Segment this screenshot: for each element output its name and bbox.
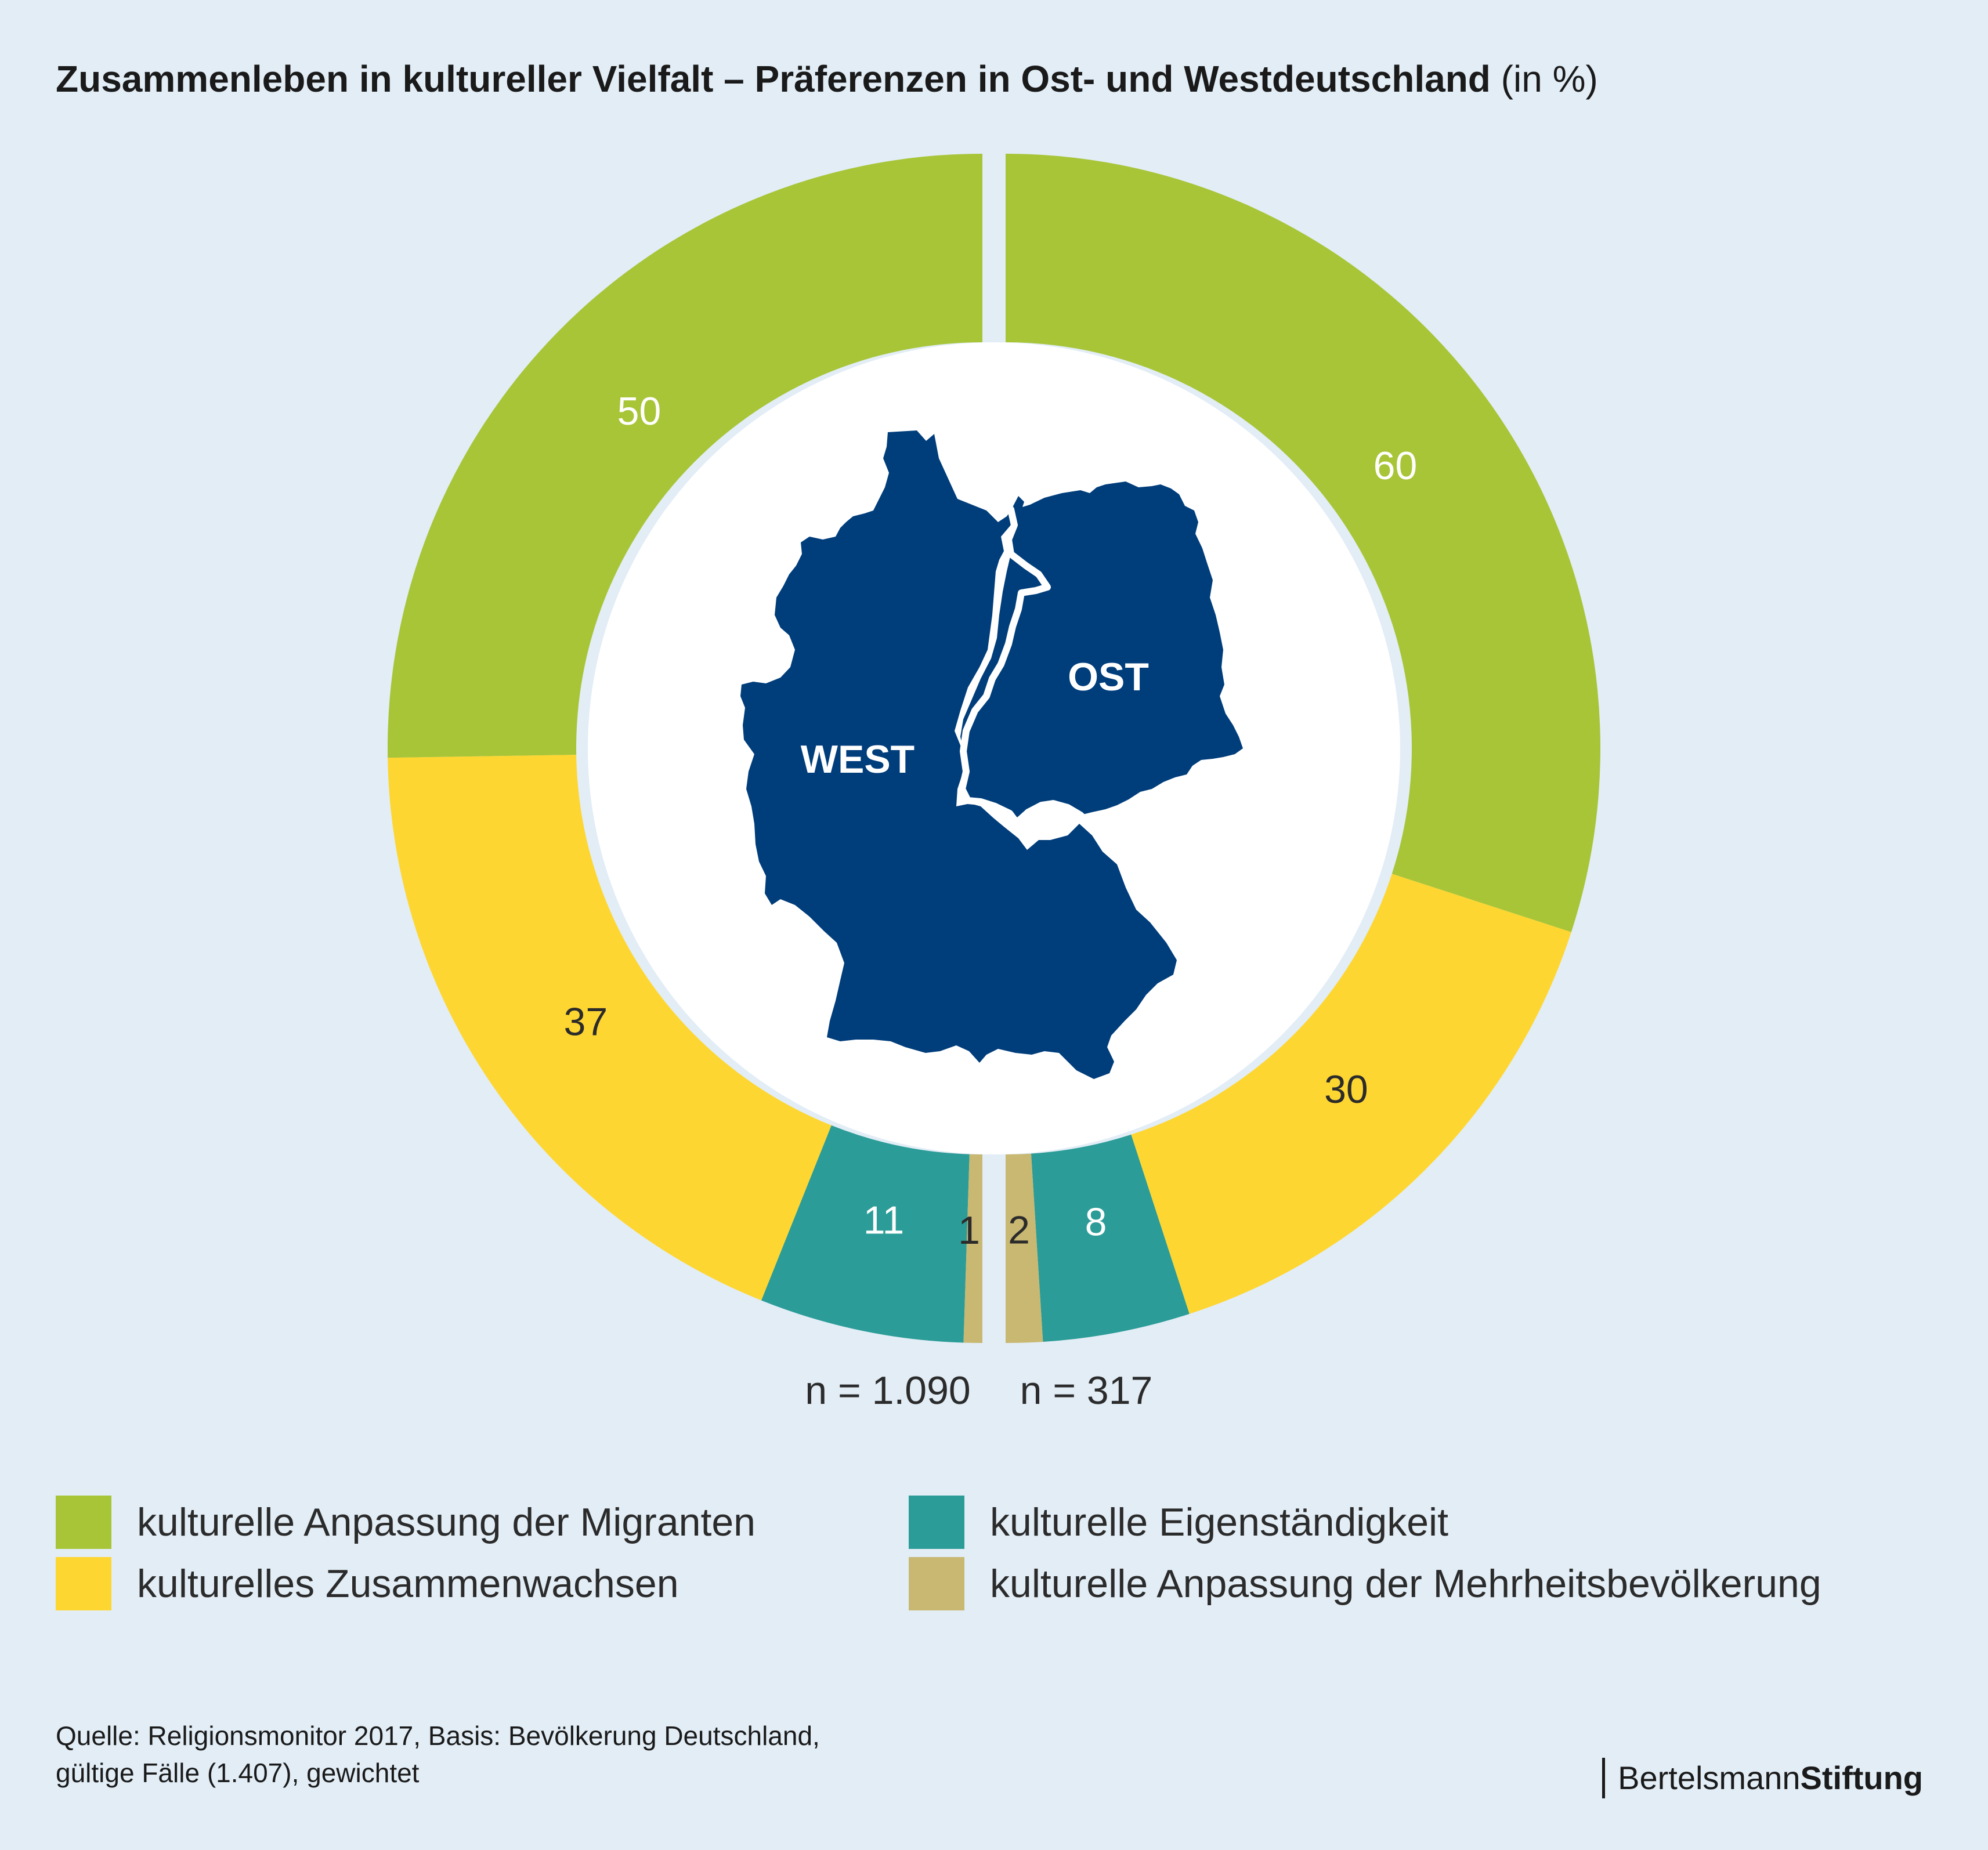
legend-left: kulturelle Anpassung der Migranten kultu… (56, 1496, 756, 1610)
value-label-west-anpassung-mehrheit: 1 (958, 1208, 980, 1252)
legend-item-anpassung-mehrheit: kulturelle Anpassung der Mehrheitsbevölk… (909, 1557, 1821, 1610)
value-label-ost-zusammenwachsen: 30 (1324, 1067, 1368, 1112)
map-label-ost: OST (1068, 655, 1149, 699)
slice-ost-anpassung-mehrheit (1006, 1153, 1043, 1343)
map-label-west: WEST (801, 737, 915, 781)
chart-title-unit: (in %) (1501, 58, 1598, 100)
legend-swatch-yellow (56, 1557, 111, 1610)
slices-west (388, 154, 982, 1343)
legend-swatch-green (56, 1496, 111, 1549)
legend-item-zusammenwachsen: kulturelles Zusammenwachsen (56, 1557, 756, 1610)
slice-west-anpassung-migranten (388, 154, 982, 758)
slice-ost-eigenstaendigkeit (1031, 1134, 1190, 1342)
slice-west-zusammenwachsen (388, 755, 832, 1301)
chart-title-main: Zusammenleben in kultureller Vielfalt – … (56, 58, 1491, 100)
legend-swatch-teal (909, 1496, 964, 1549)
value-label-west-eigenstaendigkeit: 11 (863, 1198, 905, 1242)
legend-item-eigenstaendigkeit: kulturelle Eigenständigkeit (909, 1496, 1821, 1549)
chart-title: Zusammenleben in kultureller Vielfalt – … (56, 56, 1598, 102)
sample-size-ost: n = 317 (1020, 1369, 1153, 1413)
germany-west-shape (740, 430, 1177, 1079)
slice-ost-zusammenwachsen (1131, 874, 1571, 1314)
legend-label: kulturelle Anpassung der Migranten (137, 1500, 756, 1544)
slice-west-anpassung-mehrheit (963, 1154, 982, 1343)
legend-label: kulturelles Zusammenwachsen (137, 1562, 679, 1606)
value-label-ost-anpassung-migranten: 60 (1373, 444, 1418, 488)
legend-item-anpassung-migranten: kulturelle Anpassung der Migranten (56, 1496, 756, 1549)
inner-border-line (959, 506, 1091, 826)
slices-ost (1006, 154, 1600, 1343)
value-label-west-anpassung-migranten: 50 (617, 389, 662, 433)
brand-part-2: Stiftung (1800, 1760, 1923, 1796)
brand-logo: BertelsmannStiftung (1602, 1758, 1923, 1798)
legend-label: kulturelle Eigenständigkeit (990, 1500, 1449, 1544)
legend-right: kulturelle Eigenständigkeit kulturelle A… (909, 1496, 1821, 1610)
legend-label: kulturelle Anpassung der Mehrheitsbevölk… (990, 1562, 1821, 1606)
legend-swatch-tan (909, 1557, 964, 1610)
brand-part-1: Bertelsmann (1618, 1760, 1801, 1796)
sample-size-west: n = 1.090 (805, 1369, 970, 1413)
source-note: Quelle: Religionsmonitor 2017, Basis: Be… (56, 1717, 820, 1791)
germany-map-icon: WEST OST (740, 430, 1243, 1079)
value-label-ost-eigenstaendigkeit: 8 (1085, 1200, 1107, 1244)
source-line-1: Quelle: Religionsmonitor 2017, Basis: Be… (56, 1721, 820, 1751)
value-label-ost-anpassung-mehrheit: 2 (1008, 1208, 1030, 1252)
source-line-2: gültige Fälle (1.407), gewichtet (56, 1758, 420, 1788)
value-label-west-zusammenwachsen: 37 (564, 1000, 608, 1044)
slice-west-eigenstaendigkeit (761, 1125, 970, 1343)
slice-ost-anpassung-migranten (1006, 154, 1600, 932)
